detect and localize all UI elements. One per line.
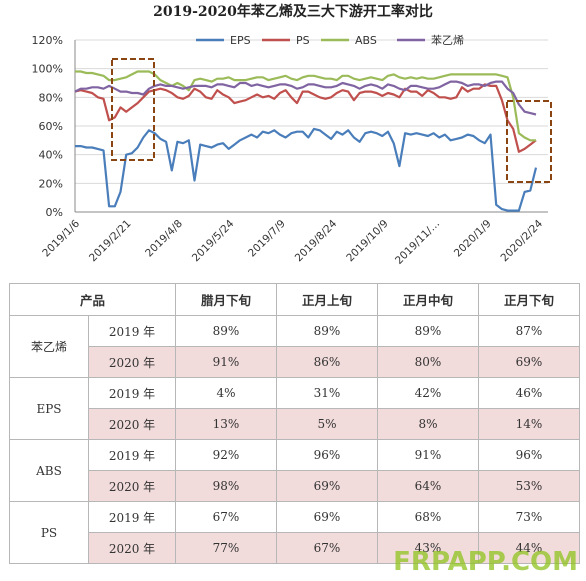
value-cell: 96% [478, 439, 580, 471]
y-tick-label: 0% [46, 206, 63, 219]
x-tick-label: 2019/5/24 [190, 217, 237, 264]
y-tick-label: 40% [39, 149, 63, 162]
year-cell: 2019 年 [88, 439, 176, 471]
value-cell: 46% [478, 377, 580, 409]
header-product: 产品 [9, 283, 176, 316]
value-cell: 44% [478, 532, 580, 564]
product-cell: 苯乙烯 [9, 315, 89, 378]
header-c3: 正月中旬 [377, 283, 479, 316]
table-row: 2020 年 98% 69% 64% 53% [10, 470, 580, 502]
value-cell: 68% [377, 501, 479, 533]
value-cell: 89% [377, 315, 479, 347]
highlight-box [506, 100, 552, 183]
header-c2: 正月上旬 [276, 283, 378, 316]
table-row: 2020 年 77% 67% 43% 44% [10, 532, 580, 564]
value-cell: 91% [175, 346, 277, 378]
value-cell: 42% [377, 377, 479, 409]
value-cell: 5% [276, 408, 378, 440]
value-cell: 86% [276, 346, 378, 378]
value-cell: 69% [478, 346, 580, 378]
legend-label: 苯乙烯 [431, 33, 464, 47]
x-tick-label: 2019/7/9 [246, 218, 288, 260]
highlight-box [111, 58, 155, 161]
value-cell: 80% [377, 346, 479, 378]
value-cell: 13% [175, 408, 277, 440]
year-cell: 2020 年 [88, 346, 176, 378]
table-row: ABS 2019 年 92% 96% 91% 96% [9, 439, 580, 502]
value-cell: 4% [175, 377, 277, 409]
year-cell: 2019 年 [88, 377, 176, 409]
year-cell: 2020 年 [88, 408, 176, 440]
value-cell: 43% [377, 532, 479, 564]
x-tick-label: 2020/2/24 [499, 217, 546, 264]
legend-label: EPS [230, 34, 251, 47]
legend-label: ABS [355, 34, 377, 47]
product-cell: PS [9, 501, 89, 564]
x-tick-label: 2019/2/21 [87, 218, 134, 265]
value-cell: 98% [175, 470, 277, 502]
header-c4: 正月下旬 [478, 283, 580, 316]
y-tick-label: 80% [39, 91, 63, 104]
table-row: 2020 年 91% 86% 80% 69% [10, 346, 580, 378]
value-cell: 14% [478, 408, 580, 440]
year-cell: 2019 年 [88, 501, 176, 533]
y-tick-label: 100% [32, 63, 63, 76]
table-row: EPS 2019 年 4% 31% 42% 46% [9, 377, 580, 440]
x-tick-label: 2019/4/8 [143, 218, 185, 260]
chart-area: 2019-2020年苯乙烯及三大下游开工率对比 0% 20% 40% 60% 80% 100… [0, 0, 586, 275]
value-cell: 91% [377, 439, 479, 471]
value-cell: 87% [478, 315, 580, 347]
series-line-苯乙烯 [74, 80, 537, 116]
value-cell: 73% [478, 501, 580, 533]
series-line-ABS [75, 70, 536, 142]
series-line-EPS [75, 127, 538, 212]
x-tick-label: 2019/1/6 [40, 217, 82, 259]
y-tick-label: 120% [32, 34, 63, 47]
table-row: PS 2019 年 67% 69% 68% 73% [9, 501, 580, 564]
value-cell: 31% [276, 377, 378, 409]
year-cell: 2020 年 [88, 470, 176, 502]
x-tick-label: 2019/8/24 [293, 217, 340, 264]
line-chart: 2019-2020年苯乙烯及三大下游开工率对比 0% 20% 40% 60% 80% 100… [32, 3, 552, 267]
value-cell: 67% [175, 501, 277, 533]
y-tick-label: 60% [39, 120, 63, 133]
value-cell: 8% [377, 408, 479, 440]
value-cell: 64% [377, 470, 479, 502]
product-cell: ABS [9, 439, 89, 502]
chart-title: 2019-2020年苯乙烯及三大下游开工率对比 [153, 3, 433, 20]
series-line-PS [74, 83, 537, 153]
table-row: 苯乙烯 2019 年 89% 89% 89% 87% [9, 315, 580, 378]
value-cell: 89% [276, 315, 378, 347]
data-table: 产品 腊月下旬 正月上旬 正月中旬 正月下旬 苯乙烯 2019 年 89% 89… [9, 283, 580, 564]
value-cell: 53% [478, 470, 580, 502]
value-cell: 67% [276, 532, 378, 564]
table-row: 2020 年 13% 5% 8% 14% [10, 408, 580, 440]
x-tick-label: 2019/11/… [393, 218, 442, 267]
watermark-logo: FRPAPP.COM [393, 547, 578, 577]
table-header-row: 产品 腊月下旬 正月上旬 正月中旬 正月下旬 [9, 283, 580, 316]
year-cell: 2019 年 [88, 315, 176, 347]
value-cell: 69% [276, 470, 378, 502]
value-cell: 77% [175, 532, 277, 564]
product-cell: EPS [9, 377, 89, 440]
value-cell: 92% [175, 439, 277, 471]
header-c1: 腊月下旬 [175, 283, 277, 316]
x-tick-label: 2020/1/9 [452, 218, 494, 260]
year-cell: 2020 年 [88, 532, 176, 564]
value-cell: 69% [276, 501, 378, 533]
legend-label: PS [296, 34, 310, 47]
y-tick-label: 20% [39, 177, 63, 190]
x-tick-label: 2019/10/9 [344, 218, 391, 265]
value-cell: 96% [276, 439, 378, 471]
value-cell: 89% [175, 315, 277, 347]
